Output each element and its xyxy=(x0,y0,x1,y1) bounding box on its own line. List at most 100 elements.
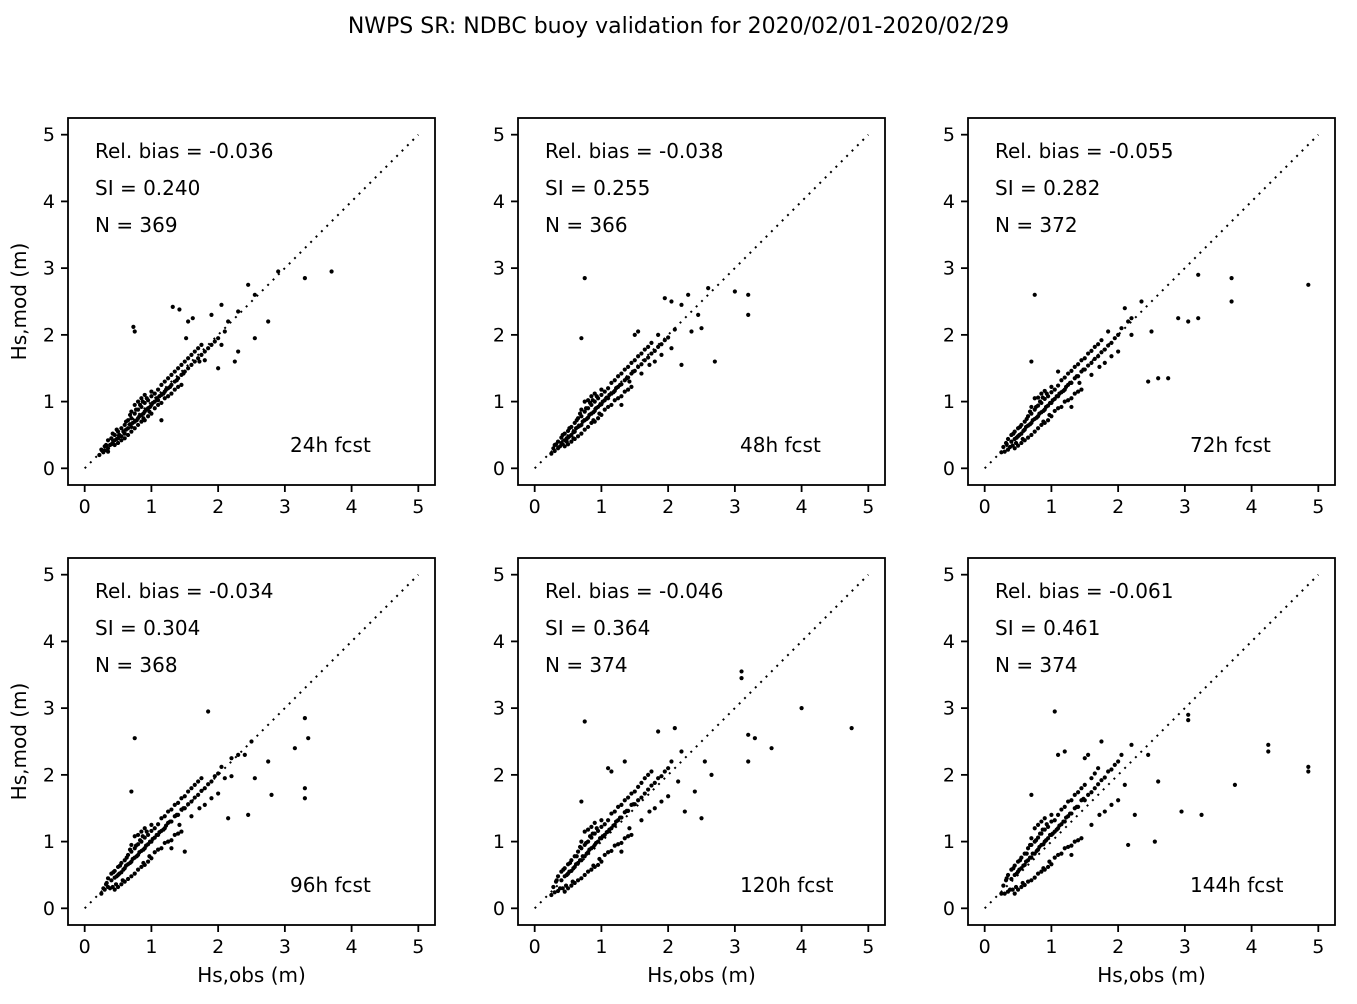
scatter-point xyxy=(1025,435,1031,440)
scatter-point xyxy=(135,867,141,872)
scatter-point xyxy=(632,332,637,337)
scatter-point xyxy=(1092,344,1097,349)
scatter-point xyxy=(119,434,124,439)
scatter-point xyxy=(209,342,214,347)
y-axis-label: Hs,mod (m) xyxy=(7,243,31,361)
panel-24h-fcst: 0 0 1 1 2 2 3 3 4 4 5 5 Rel. bias = -0.036 SI = 0.240… xyxy=(7,117,436,518)
y-tick-label: 0 xyxy=(43,458,55,480)
scatter-point xyxy=(647,809,652,814)
scatter-point xyxy=(139,864,144,870)
scatter-point xyxy=(109,878,114,883)
scatter-point xyxy=(186,366,191,371)
stats-text: N = 366 xyxy=(545,213,628,237)
scatter-point xyxy=(1025,846,1031,851)
scatter-point xyxy=(646,772,651,777)
y-tick-label: 2 xyxy=(493,324,505,346)
scatter-point xyxy=(1041,866,1046,871)
scatter-point xyxy=(612,809,617,814)
scatter-point xyxy=(1119,326,1124,331)
scatter-point xyxy=(172,387,177,392)
scatter-point xyxy=(1089,776,1094,781)
scatter-point xyxy=(1062,804,1067,809)
scatter-point xyxy=(1082,756,1087,761)
y-tick-label: 4 xyxy=(943,631,955,653)
scatter-point xyxy=(632,802,637,807)
scatter-point xyxy=(646,355,651,360)
scatter-point xyxy=(162,379,167,384)
scatter-point xyxy=(132,736,137,741)
x-axis-label: Hs,obs (m) xyxy=(197,963,306,987)
scatter-point xyxy=(582,427,587,432)
scatter-point xyxy=(1035,822,1041,828)
y-tick-label: 5 xyxy=(43,564,55,586)
x-tick-label: 4 xyxy=(346,936,358,958)
scatter-point xyxy=(162,396,167,401)
scatter-point xyxy=(1186,319,1191,324)
scatter-point xyxy=(656,776,661,781)
scatter-point xyxy=(236,309,241,314)
x-tick-label: 2 xyxy=(212,496,224,518)
scatter-point xyxy=(172,369,177,374)
scatter-point xyxy=(177,307,182,312)
identity-line xyxy=(983,133,1320,470)
scatter-point xyxy=(276,269,281,274)
scatter-point xyxy=(110,431,115,436)
stats-text: SI = 0.461 xyxy=(995,616,1100,640)
scatter-point xyxy=(579,876,584,881)
scatter-point xyxy=(115,440,121,446)
scatter-point xyxy=(236,752,241,757)
scatter-point xyxy=(190,316,195,321)
scatter-point xyxy=(125,876,131,882)
scatter-point xyxy=(1126,842,1131,848)
scatter-point xyxy=(1099,350,1104,355)
scatter-point xyxy=(622,759,627,764)
scatter-point xyxy=(202,802,207,807)
scatter-point xyxy=(1002,891,1007,896)
scatter-point xyxy=(579,799,584,804)
scatter-point xyxy=(216,366,221,371)
scatter-point xyxy=(595,862,601,868)
scatter-point xyxy=(112,442,117,448)
identity-line xyxy=(533,573,870,910)
scatter-point xyxy=(229,774,234,779)
scatter-point xyxy=(149,389,154,394)
scatter-point xyxy=(1076,790,1081,795)
scatter-point xyxy=(1106,329,1111,334)
scatter-point xyxy=(1112,336,1117,341)
scatter-point xyxy=(1032,396,1037,401)
scatter-point xyxy=(1009,876,1014,882)
scatter-point xyxy=(1035,426,1041,431)
scatter-point xyxy=(1089,372,1094,377)
scatter-point xyxy=(1129,742,1134,747)
scatter-point xyxy=(1132,812,1137,817)
y-tick-label: 4 xyxy=(43,191,55,213)
scatter-point xyxy=(182,849,187,854)
scatter-point xyxy=(636,354,641,359)
stats-text: N = 374 xyxy=(995,653,1078,677)
scatter-point xyxy=(669,759,674,764)
scatter-point xyxy=(626,808,631,813)
scatter-point xyxy=(632,358,637,363)
scatter-point xyxy=(119,882,124,887)
scatter-point xyxy=(155,822,161,827)
scatter-point xyxy=(1039,819,1044,824)
scatter-point xyxy=(1126,319,1131,324)
scatter-point xyxy=(133,407,139,412)
scatter-point xyxy=(605,396,611,401)
scatter-point xyxy=(1027,842,1033,848)
scatter-point xyxy=(189,786,194,791)
scatter-point xyxy=(1139,299,1144,304)
scatter-point xyxy=(1086,752,1091,757)
scatter-point xyxy=(746,292,751,297)
scatter-point xyxy=(1017,858,1023,863)
scatter-point xyxy=(571,436,576,441)
scatter-point xyxy=(122,436,127,441)
scatter-point xyxy=(119,438,124,443)
scatter-point xyxy=(1039,391,1044,396)
x-tick-label: 5 xyxy=(412,496,424,518)
scatter-point xyxy=(159,418,164,423)
scatter-point xyxy=(679,302,684,307)
scatter-point xyxy=(129,842,134,848)
scatter-point xyxy=(127,412,133,418)
